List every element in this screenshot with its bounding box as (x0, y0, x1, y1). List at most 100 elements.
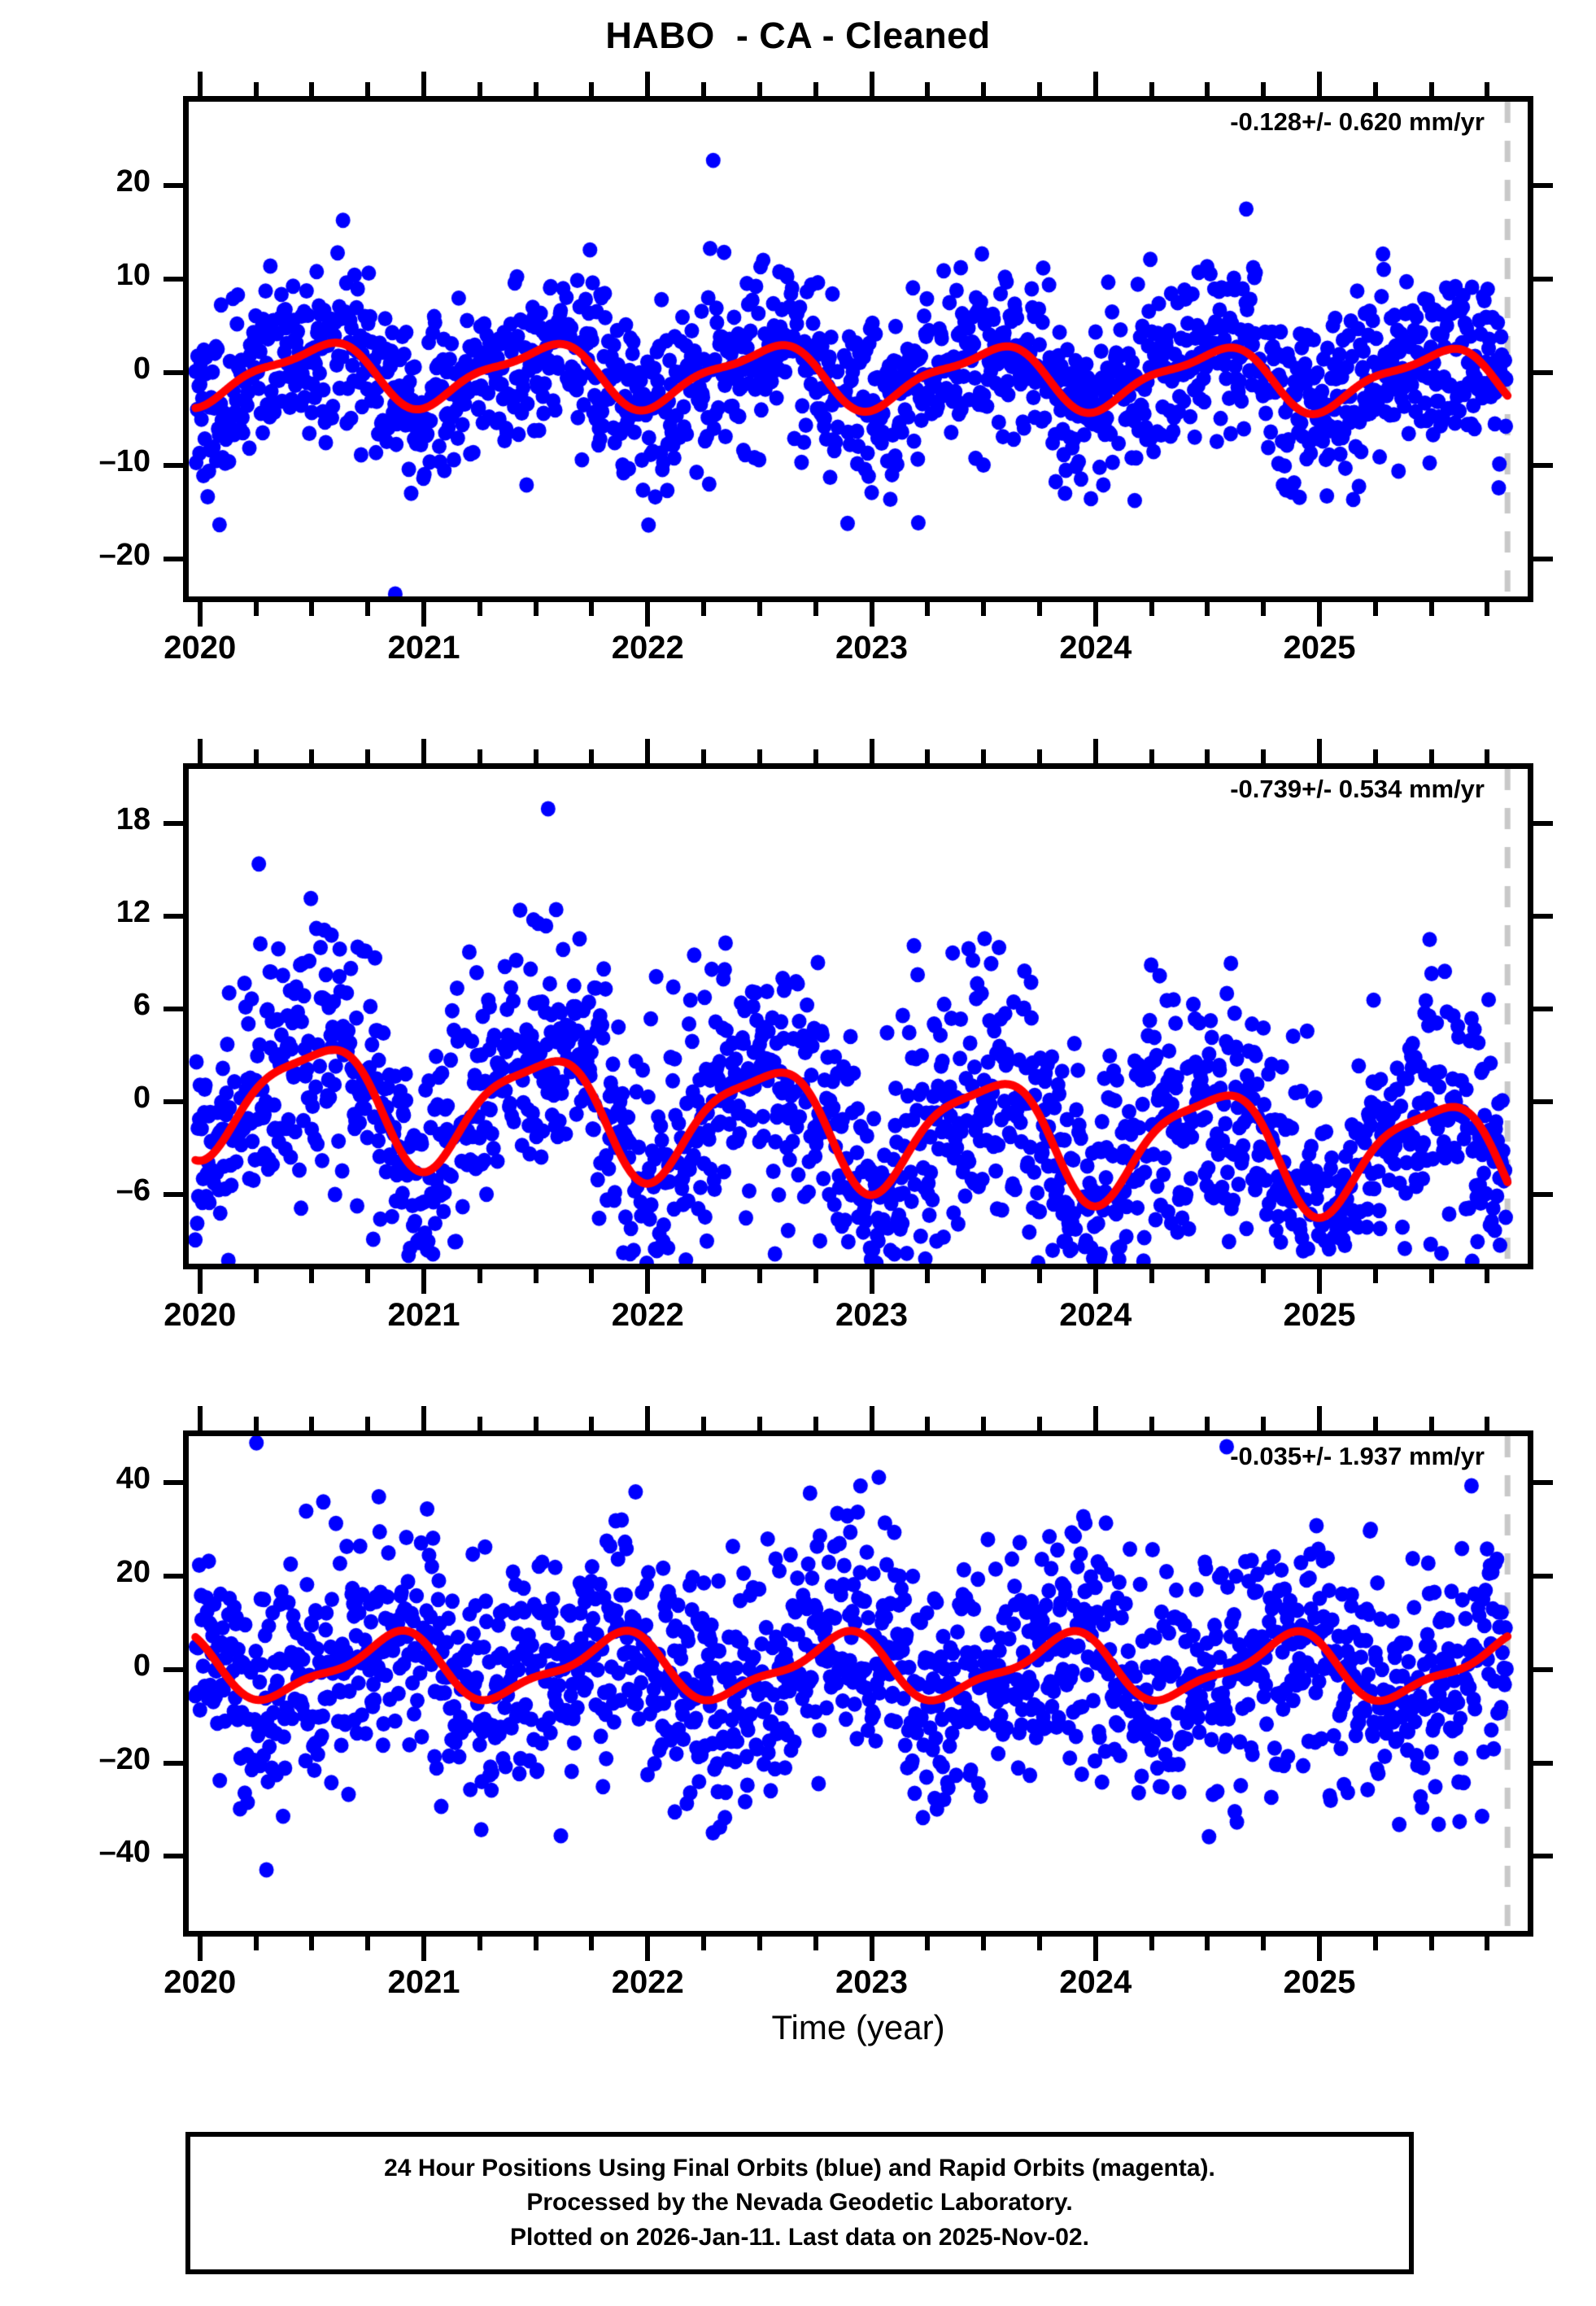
rate-annotation-north: -0.739+/- 0.534 mm/yr (1230, 775, 1485, 803)
axis-tick (1372, 749, 1378, 763)
axis-tick (365, 1417, 371, 1430)
y-tick-label: –6 (116, 1173, 150, 1208)
axis-tick (1317, 739, 1323, 763)
axis-tick (1205, 1937, 1210, 1950)
axis-tick (757, 1937, 762, 1950)
axis-tick (1261, 602, 1267, 616)
x-tick-label: 2023 (835, 1297, 908, 1333)
axis-tick (1092, 72, 1098, 96)
axis-tick (533, 1269, 539, 1283)
footer-line-2: Processed by the Nevada Geodetic Laborat… (526, 2189, 1073, 2216)
y-tick-label: 0 (133, 1080, 150, 1115)
axis-tick (309, 602, 315, 616)
axis-tick (1533, 1006, 1553, 1011)
y-tick-label: 6 (133, 987, 150, 1022)
axis-tick (813, 602, 818, 616)
axis-tick (1261, 1269, 1267, 1283)
axis-tick (1372, 82, 1378, 96)
axis-tick (253, 1269, 259, 1283)
axis-tick (253, 602, 259, 616)
axis-tick (1428, 602, 1434, 616)
axis-tick (645, 1406, 651, 1430)
axis-tick (701, 1269, 707, 1283)
axis-tick (477, 749, 482, 763)
axis-tick (253, 749, 259, 763)
axis-tick (1149, 1937, 1154, 1950)
scatter-plot-up (189, 1436, 1528, 1931)
axis-tick (309, 749, 315, 763)
axis-tick (1036, 602, 1042, 616)
axis-tick (925, 749, 931, 763)
x-tick-label: 2021 (387, 630, 460, 666)
axis-tick (757, 1417, 762, 1430)
axis-tick (813, 1417, 818, 1430)
axis-tick (533, 749, 539, 763)
axis-tick (1317, 1406, 1323, 1430)
axis-tick (197, 739, 203, 763)
y-tick-label: 18 (116, 801, 150, 836)
axis-tick (1428, 1937, 1434, 1950)
y-tick-label: –20 (98, 1741, 150, 1776)
axis-tick (164, 1480, 183, 1486)
axis-tick (164, 1666, 183, 1672)
axis-tick (1036, 749, 1042, 763)
axis-tick (253, 82, 259, 96)
axis-tick (477, 1417, 482, 1430)
y-tick-label: –20 (98, 538, 150, 573)
axis-tick (1485, 82, 1490, 96)
y-tick-label: –40 (98, 1835, 150, 1870)
axis-tick (981, 1937, 987, 1950)
axis-tick (365, 749, 371, 763)
x-tick-label: 2024 (1059, 1297, 1132, 1333)
axis-tick (477, 1269, 482, 1283)
x-tick-label: 2025 (1283, 1964, 1356, 2000)
axis-tick (533, 1937, 539, 1950)
scatter-plot-east (189, 102, 1528, 596)
axis-tick (164, 557, 183, 562)
axis-tick (421, 739, 426, 763)
axis-tick (645, 1937, 651, 1961)
axis-tick (477, 82, 482, 96)
axis-tick (197, 72, 203, 96)
axis-tick (981, 82, 987, 96)
axis-tick (1533, 1191, 1553, 1197)
axis-tick (1261, 749, 1267, 763)
axis-tick (1317, 1937, 1323, 1961)
axis-tick (1092, 739, 1098, 763)
y-tick-label: 12 (116, 894, 150, 929)
page-title: HABO - CA - Cleaned (605, 15, 991, 56)
y-tick-label: 0 (133, 1648, 150, 1683)
axis-tick (1533, 1666, 1553, 1672)
axis-tick (1205, 82, 1210, 96)
axis-tick (1533, 276, 1553, 282)
axis-tick (1428, 1417, 1434, 1430)
axis-tick (1036, 1937, 1042, 1950)
axis-tick (1205, 1269, 1210, 1283)
axis-tick (533, 1417, 539, 1430)
axis-tick (164, 276, 183, 282)
axis-tick (813, 82, 818, 96)
axis-tick (1092, 1937, 1098, 1961)
y-tick-label: 40 (116, 1461, 150, 1496)
axis-tick (1533, 1480, 1553, 1486)
panel-north: -0.739+/- 0.534 mm/yr North (mm) (164, 739, 1553, 1294)
axis-tick (1036, 1417, 1042, 1430)
x-axis-title: Time (year) (771, 2008, 945, 2046)
axis-tick (981, 1417, 987, 1430)
axis-tick (309, 1417, 315, 1430)
axis-tick (589, 1417, 595, 1430)
axis-tick (164, 1006, 183, 1011)
axis-tick (981, 1269, 987, 1283)
axis-tick (164, 183, 183, 189)
axis-tick (1485, 1269, 1490, 1283)
panel-east: -0.128+/- 0.620 mm/yr East (mm) (164, 72, 1553, 627)
axis-tick (1372, 1937, 1378, 1950)
axis-tick (813, 1937, 818, 1950)
x-tick-label: 2021 (387, 1964, 460, 2000)
axis-tick (701, 82, 707, 96)
axis-tick (1533, 1574, 1553, 1579)
axis-tick (477, 1937, 482, 1950)
y-tick-label: 10 (116, 257, 150, 292)
axis-tick (1036, 82, 1042, 96)
